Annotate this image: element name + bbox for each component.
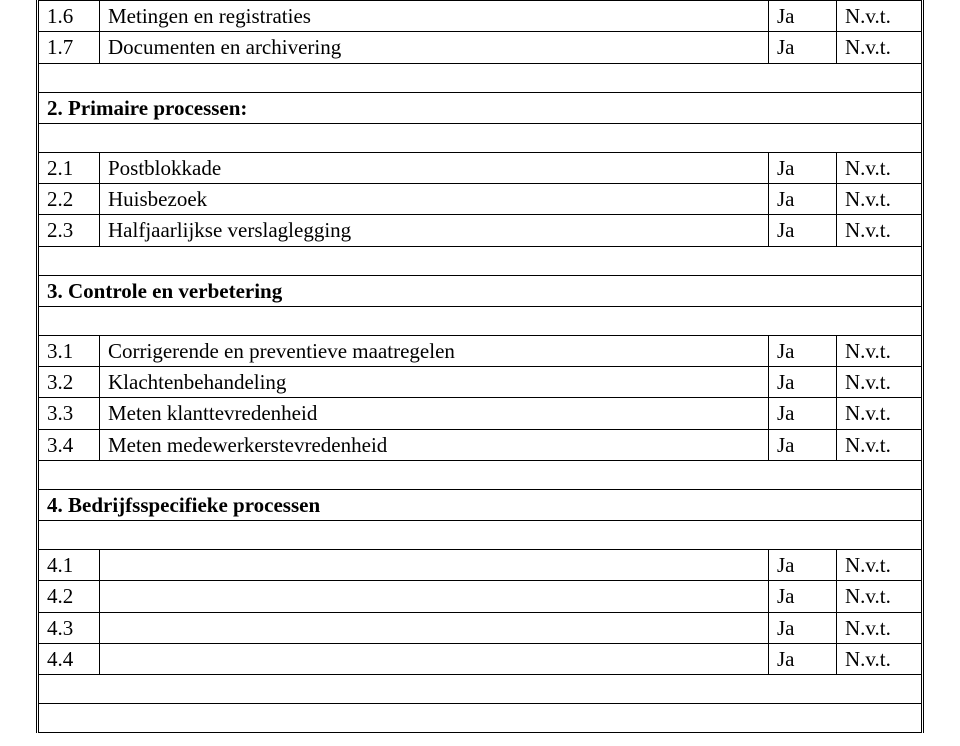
section-title: 3. Controle en verbetering <box>38 275 923 306</box>
cell-nvt: N.v.t. <box>837 184 923 215</box>
cell-desc <box>100 550 769 581</box>
cell-nvt: N.v.t. <box>837 335 923 366</box>
cell-num: 2.2 <box>38 184 100 215</box>
cell-num: 3.1 <box>38 335 100 366</box>
blank-row <box>38 63 923 92</box>
cell-desc: Meten medewerkerstevredenheid <box>100 429 769 460</box>
cell-nvt: N.v.t. <box>837 612 923 643</box>
blank-row <box>38 460 923 489</box>
cell-desc: Klachtenbehandeling <box>100 367 769 398</box>
cell-num: 4.3 <box>38 612 100 643</box>
table-row: 4.2 Ja N.v.t. <box>38 581 923 612</box>
section-header-row: 2. Primaire processen: <box>38 92 923 123</box>
cell-nvt: N.v.t. <box>837 215 923 246</box>
cell-num: 4.2 <box>38 581 100 612</box>
cell-ja: Ja <box>769 367 837 398</box>
cell-num: 1.6 <box>38 1 100 32</box>
blank-row <box>38 306 923 335</box>
cell-ja: Ja <box>769 152 837 183</box>
cell-nvt: N.v.t. <box>837 32 923 63</box>
document-table: 1.6 Metingen en registraties Ja N.v.t. 1… <box>36 0 924 733</box>
table-row: 3.2 Klachtenbehandeling Ja N.v.t. <box>38 367 923 398</box>
cell-ja: Ja <box>769 215 837 246</box>
cell-nvt: N.v.t. <box>837 581 923 612</box>
cell-ja: Ja <box>769 32 837 63</box>
blank-row <box>38 675 923 704</box>
cell-nvt: N.v.t. <box>837 643 923 674</box>
cell-num: 4.1 <box>38 550 100 581</box>
cell-num: 1.7 <box>38 32 100 63</box>
table-row: 2.2 Huisbezoek Ja N.v.t. <box>38 184 923 215</box>
cell-ja: Ja <box>769 398 837 429</box>
cell-ja: Ja <box>769 335 837 366</box>
section-header-row: 4. Bedrijfsspecifieke processen <box>38 489 923 520</box>
cell-desc <box>100 643 769 674</box>
cell-num: 3.4 <box>38 429 100 460</box>
table-row: 1.7 Documenten en archivering Ja N.v.t. <box>38 32 923 63</box>
cell-nvt: N.v.t. <box>837 152 923 183</box>
blank-row <box>38 123 923 152</box>
cell-num: 3.3 <box>38 398 100 429</box>
cell-desc: Meten klanttevredenheid <box>100 398 769 429</box>
cell-ja: Ja <box>769 184 837 215</box>
table-row: 2.1 Postblokkade Ja N.v.t. <box>38 152 923 183</box>
cell-ja: Ja <box>769 581 837 612</box>
cell-num: 2.3 <box>38 215 100 246</box>
cell-desc <box>100 581 769 612</box>
cell-desc: Halfjaarlijkse verslaglegging <box>100 215 769 246</box>
table-row: 4.1 Ja N.v.t. <box>38 550 923 581</box>
cell-ja: Ja <box>769 550 837 581</box>
table-row: 1.6 Metingen en registraties Ja N.v.t. <box>38 1 923 32</box>
table-row: 2.3 Halfjaarlijkse verslaglegging Ja N.v… <box>38 215 923 246</box>
cell-nvt: N.v.t. <box>837 1 923 32</box>
section-title: 2. Primaire processen: <box>38 92 923 123</box>
cell-nvt: N.v.t. <box>837 367 923 398</box>
cell-ja: Ja <box>769 643 837 674</box>
cell-desc: Corrigerende en preventieve maatregelen <box>100 335 769 366</box>
cell-nvt: N.v.t. <box>837 398 923 429</box>
cell-nvt: N.v.t. <box>837 550 923 581</box>
table-row: 4.3 Ja N.v.t. <box>38 612 923 643</box>
cell-num: 2.1 <box>38 152 100 183</box>
table-row: 3.4 Meten medewerkerstevredenheid Ja N.v… <box>38 429 923 460</box>
table-row: 3.1 Corrigerende en preventieve maatrege… <box>38 335 923 366</box>
cell-ja: Ja <box>769 1 837 32</box>
blank-row <box>38 521 923 550</box>
cell-num: 4.4 <box>38 643 100 674</box>
cell-desc: Huisbezoek <box>100 184 769 215</box>
cell-desc: Metingen en registraties <box>100 1 769 32</box>
section-header-row: 3. Controle en verbetering <box>38 275 923 306</box>
table-row: 4.4 Ja N.v.t. <box>38 643 923 674</box>
cell-ja: Ja <box>769 612 837 643</box>
blank-row <box>38 704 923 733</box>
cell-desc <box>100 612 769 643</box>
cell-num: 3.2 <box>38 367 100 398</box>
cell-ja: Ja <box>769 429 837 460</box>
section-title: 4. Bedrijfsspecifieke processen <box>38 489 923 520</box>
cell-desc: Postblokkade <box>100 152 769 183</box>
blank-row <box>38 246 923 275</box>
table-row: 3.3 Meten klanttevredenheid Ja N.v.t. <box>38 398 923 429</box>
cell-nvt: N.v.t. <box>837 429 923 460</box>
cell-desc: Documenten en archivering <box>100 32 769 63</box>
